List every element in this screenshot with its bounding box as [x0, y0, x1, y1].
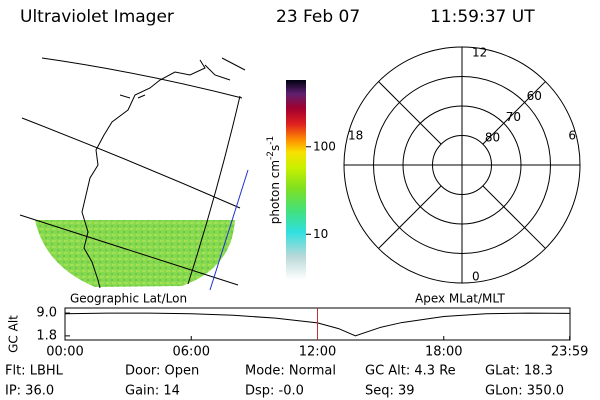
lat-label: 80 [485, 131, 500, 145]
mlt-label: 6 [568, 129, 576, 143]
lat-line [19, 214, 239, 286]
mlt-spoke [378, 185, 442, 249]
status-item: GLat: 18.3 [485, 364, 553, 379]
mlt-label: 18 [348, 129, 363, 143]
status-item: Door: Open [125, 364, 199, 379]
colorbar-tick-label: 100 [313, 139, 336, 153]
status-item: GLon: 350.0 [485, 384, 564, 399]
label-sup: -2 [266, 151, 276, 160]
alt-label: GC Alt [7, 315, 21, 353]
mlt-label: 0 [472, 270, 480, 284]
label-sup: -1 [266, 136, 276, 145]
colorbar-tick-label: 10 [313, 227, 328, 241]
x-tick-label: 12:00 [299, 345, 336, 360]
lat-line [41, 57, 243, 99]
uv-image [35, 220, 235, 287]
status-item: GC Alt: 4.3 Re [365, 364, 456, 379]
polar-title: Apex MLat/MLT [415, 292, 505, 306]
mlt-spoke [482, 81, 546, 145]
map-title: Geographic Lat/Lon [70, 292, 187, 306]
colorbar [286, 80, 306, 280]
lon-line [187, 95, 241, 285]
label-part: photon cm [268, 160, 282, 224]
terminator [209, 169, 249, 291]
y-tick-label: 1.8 [36, 328, 57, 343]
instrument: Ultraviolet Imager [20, 7, 174, 27]
mlt-spoke [378, 81, 442, 145]
x-tick-label: 18:00 [425, 345, 462, 360]
mlt-label: 12 [472, 46, 487, 60]
status-item: Seq: 39 [365, 384, 415, 399]
lat-label: 60 [527, 89, 542, 103]
map [19, 57, 249, 291]
label-part: s [268, 145, 282, 151]
alt-curve [64, 312, 570, 337]
status-item: IP: 36.0 [5, 384, 54, 399]
lat-label: 70 [506, 110, 521, 124]
status-item: Flt: LBHL [5, 364, 64, 379]
x-tick-label: 00:00 [46, 345, 83, 360]
coastline [81, 59, 206, 289]
x-tick-label: 23:59 [551, 345, 588, 360]
mlt-spoke [482, 185, 546, 249]
status-item: Gain: 14 [125, 384, 180, 399]
x-tick-label: 06:00 [173, 345, 210, 360]
date: 23 Feb 07 [276, 7, 360, 27]
time: 11:59:37 UT [430, 7, 535, 27]
status-item: Dsp: -0.0 [245, 384, 304, 399]
colorbar-label: photon cm-2s-1 [266, 136, 282, 225]
status-item: Mode: Normal [245, 364, 336, 379]
coastline [119, 57, 246, 99]
lat-line [21, 117, 241, 209]
y-tick-label: 9.0 [36, 306, 57, 321]
